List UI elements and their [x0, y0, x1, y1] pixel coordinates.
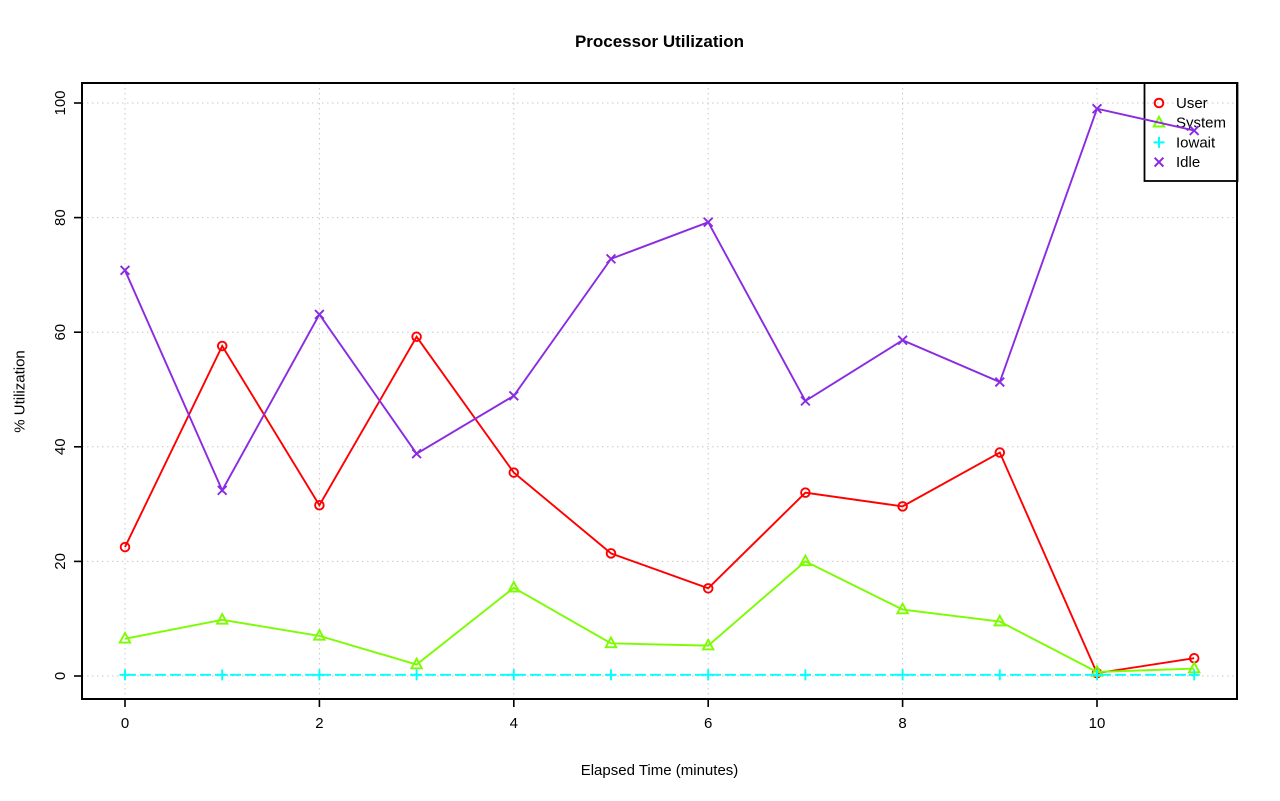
circle-marker	[314, 499, 325, 511]
series-user-line	[124, 335, 1195, 675]
circle-marker	[1153, 97, 1165, 109]
legend-label-idle: Idle	[1176, 154, 1200, 171]
x-marker	[508, 390, 519, 401]
circle-marker	[994, 447, 1006, 458]
circle-marker	[119, 541, 131, 553]
plus-marker	[1188, 669, 1200, 681]
legend-label-user: User	[1176, 95, 1208, 112]
circle-marker	[216, 340, 228, 352]
triangle-marker	[798, 553, 813, 567]
triangle-marker	[604, 635, 618, 649]
series-system-line	[124, 560, 1195, 673]
triangle-marker	[701, 637, 715, 651]
triangle-marker	[895, 601, 910, 615]
x-marker	[411, 448, 422, 459]
series-idle-line	[124, 107, 1195, 493]
plus-marker	[897, 669, 909, 681]
plus-marker	[799, 669, 811, 681]
x-marker	[897, 335, 908, 346]
x-marker	[800, 395, 811, 407]
x-marker	[217, 485, 228, 496]
plus-marker	[605, 669, 617, 681]
plus-marker	[411, 669, 423, 681]
plus-marker	[702, 669, 714, 681]
triangle-marker	[993, 613, 1007, 627]
circle-marker	[800, 487, 811, 498]
y-tick-label: 60	[52, 324, 69, 341]
x-marker	[1091, 103, 1103, 114]
legend-label-system: System	[1176, 115, 1226, 132]
plot-border	[81, 82, 1238, 700]
x-marker	[994, 376, 1005, 388]
x-marker	[1189, 125, 1200, 136]
x-tick-label: 8	[898, 715, 906, 732]
y-tick-label: 20	[52, 553, 69, 570]
x-tick-label: 10	[1089, 715, 1106, 732]
x-axis-label: Elapsed Time (minutes)	[580, 762, 739, 779]
x-tick-label: 2	[315, 715, 323, 732]
circle-marker	[702, 583, 714, 594]
plus-marker	[994, 669, 1006, 681]
plus-marker	[216, 669, 228, 681]
plus-marker	[1153, 136, 1165, 148]
x-tick-label: 6	[704, 715, 712, 732]
plus-marker	[119, 669, 131, 681]
triangle-marker	[409, 656, 424, 670]
triangle-marker	[118, 630, 132, 644]
x-tick-label: 4	[510, 715, 518, 732]
y-tick-label: 80	[52, 209, 69, 226]
circle-marker	[508, 467, 520, 478]
circle-marker	[605, 548, 617, 559]
x-marker	[119, 265, 131, 276]
y-tick-label: 40	[52, 438, 69, 455]
triangle-marker	[507, 579, 521, 593]
legend-label-iowait: Iowait	[1176, 134, 1216, 151]
triangle-marker	[312, 628, 327, 641]
plus-marker	[508, 669, 520, 681]
plus-marker	[1091, 669, 1103, 681]
triangle-marker	[215, 612, 229, 625]
circle-marker	[897, 501, 908, 512]
plus-marker	[313, 669, 325, 681]
circle-marker	[411, 331, 422, 343]
x-marker	[605, 253, 617, 264]
chart-title: Processor Utilization	[574, 32, 745, 51]
x-marker	[314, 309, 325, 320]
x-marker	[1153, 156, 1165, 168]
x-marker	[703, 217, 714, 228]
y-tick-label: 0	[52, 672, 69, 680]
x-tick-label: 0	[121, 715, 129, 732]
y-tick-label: 100	[52, 90, 69, 115]
